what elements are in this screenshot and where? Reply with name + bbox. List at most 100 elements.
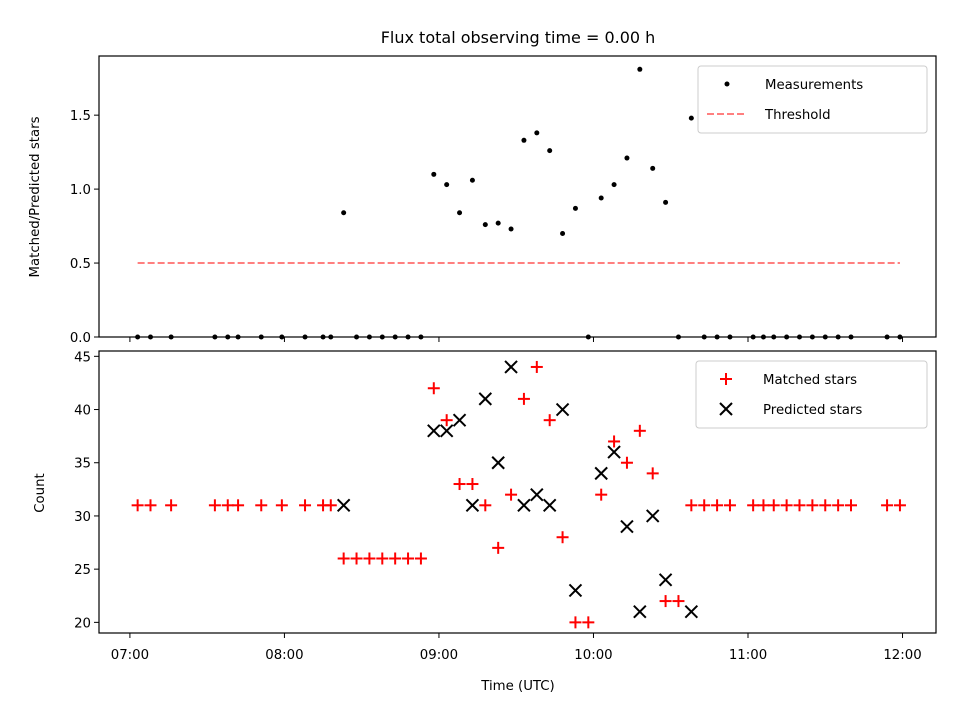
predicted-star-point bbox=[542, 498, 557, 513]
predicted-star-stroke-b bbox=[594, 466, 608, 481]
matched-star-point bbox=[453, 478, 466, 491]
bottom-panel: Count Time (UTC) 20 25 30 35 40 45 07:00 08:00 0… bbox=[33, 350, 937, 694]
measurement-point bbox=[572, 205, 578, 211]
measurement-point bbox=[598, 195, 604, 201]
measurement-point bbox=[341, 210, 347, 216]
matched-star-point bbox=[723, 499, 736, 512]
matched-star-point bbox=[517, 392, 530, 405]
predicted-star-stroke-b bbox=[530, 487, 544, 502]
measurement-point bbox=[482, 222, 488, 228]
matched-star-point bbox=[402, 552, 415, 565]
top-y-tick-label: 0.0 bbox=[70, 331, 91, 346]
matched-star-point bbox=[832, 499, 845, 512]
predicted-star-stroke-b bbox=[658, 573, 673, 587]
top-y-tick-label: 0.5 bbox=[70, 257, 91, 272]
bottom-axes-frame bbox=[98, 350, 937, 634]
matched-star-point bbox=[633, 424, 646, 437]
matched-star-point bbox=[466, 478, 479, 491]
measurement-point bbox=[534, 130, 540, 136]
measurement-point bbox=[469, 177, 475, 183]
matched-star-point bbox=[505, 488, 518, 501]
matched-star-point bbox=[747, 499, 760, 512]
matched-star-point bbox=[337, 552, 350, 565]
top-legend: Measurements Threshold bbox=[697, 65, 928, 134]
predicted-star-stroke-b bbox=[478, 392, 493, 406]
matched-star-point bbox=[530, 360, 543, 373]
matched-star-point bbox=[350, 552, 363, 565]
predicted-star-stroke-b bbox=[568, 583, 583, 598]
legend-predicted-label: Predicted stars bbox=[763, 403, 862, 418]
chart-title: Flux total observing time = 0.00 h bbox=[381, 28, 656, 47]
bottom-y-tick-label: 20 bbox=[74, 616, 91, 631]
predicted-star-stroke-b bbox=[452, 413, 467, 427]
predicted-star-point bbox=[620, 519, 634, 534]
measurement-point bbox=[560, 230, 566, 236]
matched-star-point bbox=[819, 499, 832, 512]
measurement-point bbox=[663, 199, 669, 205]
predicted-star-point bbox=[646, 509, 660, 523]
legend-predicted-marker bbox=[719, 402, 733, 416]
predicted-star-stroke-b bbox=[491, 456, 505, 470]
x-tick-label: 07:00 bbox=[111, 648, 149, 663]
top-y-axis-label: Matched/Predicted stars bbox=[28, 116, 43, 277]
matched-star-point bbox=[845, 499, 858, 512]
matched-star-point bbox=[582, 616, 595, 629]
predicted-star-stroke-b bbox=[427, 424, 441, 438]
predicted-star-point bbox=[427, 424, 441, 438]
top-legend-box bbox=[697, 65, 928, 134]
matched-star-point bbox=[757, 499, 770, 512]
matched-star-point bbox=[165, 499, 178, 512]
matched-star-point bbox=[767, 499, 780, 512]
matched-star-point bbox=[659, 595, 672, 608]
predicted-star-stroke-b bbox=[336, 498, 351, 513]
measurement-point bbox=[431, 171, 437, 177]
top-plot-area: 0.0 0.5 1.0 1.5 bbox=[70, 66, 904, 346]
matched-star-point bbox=[881, 499, 894, 512]
predicted-star-stroke-b bbox=[555, 402, 570, 417]
matched-star-point bbox=[492, 541, 505, 554]
matched-star-point bbox=[208, 499, 221, 512]
x-tick-label: 12:00 bbox=[883, 648, 921, 663]
matched-star-point bbox=[620, 456, 633, 469]
matched-star-point bbox=[608, 435, 621, 448]
bottom-y-tick-label: 35 bbox=[74, 457, 91, 472]
measurement-point bbox=[495, 220, 501, 226]
top-y-tick-label: 1.5 bbox=[70, 109, 91, 124]
legend-matched-label: Matched stars bbox=[763, 373, 857, 388]
matched-star-point bbox=[685, 499, 698, 512]
predicted-star-stroke-b bbox=[542, 498, 557, 513]
matched-star-point bbox=[376, 552, 389, 565]
matched-star-point bbox=[275, 499, 288, 512]
predicted-star-point bbox=[568, 583, 583, 598]
predicted-star-stroke-b bbox=[517, 498, 531, 513]
legend-matched-marker bbox=[720, 373, 732, 385]
predicted-star-stroke-b bbox=[684, 605, 699, 619]
bottom-y-axis-label: Count bbox=[33, 473, 48, 513]
legend-threshold-label: Threshold bbox=[764, 108, 831, 123]
matched-star-point bbox=[780, 499, 793, 512]
measurement-point bbox=[521, 137, 527, 143]
matched-star-point bbox=[363, 552, 376, 565]
matched-star-point bbox=[893, 499, 906, 512]
legend-measurements-label: Measurements bbox=[765, 78, 863, 93]
matched-star-point bbox=[324, 499, 337, 512]
predicted-star-point bbox=[517, 498, 531, 513]
matched-star-point bbox=[698, 499, 711, 512]
measurement-point bbox=[444, 182, 450, 188]
measurement-point bbox=[508, 226, 514, 232]
predicted-star-point bbox=[530, 487, 544, 502]
predicted-star-point bbox=[684, 605, 699, 619]
measurement-point bbox=[457, 210, 463, 216]
x-tick-label: 10:00 bbox=[574, 648, 612, 663]
matched-star-point bbox=[672, 595, 685, 608]
matched-star-point bbox=[221, 499, 234, 512]
predicted-star-point bbox=[452, 413, 467, 427]
matched-star-point bbox=[569, 616, 582, 629]
matched-star-point bbox=[232, 499, 245, 512]
predicted-star-point bbox=[478, 392, 493, 406]
predicted-star-point bbox=[594, 466, 608, 481]
predicted-star-stroke-b bbox=[439, 424, 454, 438]
bottom-y-tick-label: 30 bbox=[74, 510, 91, 525]
legend-measurements-marker bbox=[724, 81, 730, 87]
predicted-star-stroke-b bbox=[620, 519, 634, 534]
